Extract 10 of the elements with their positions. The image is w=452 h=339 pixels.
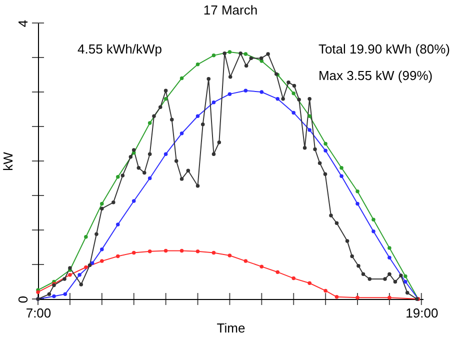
annotation: Total 19.90 kWh (80%) [318,42,450,56]
y-tick-label: 4 [16,20,30,28]
x-axis-title: Time [216,320,246,336]
chart-title: 17 March [203,2,258,18]
annotation: 4.55 kWh/kWp [78,42,162,56]
y-axis-title: kW [0,151,16,171]
x-tick-label: 19:00 [406,306,438,320]
x-tick-label: 7:00 [26,306,52,320]
y-tick-label: 0 [16,296,30,304]
annotation: Max 3.55 kW (99%) [318,68,433,83]
